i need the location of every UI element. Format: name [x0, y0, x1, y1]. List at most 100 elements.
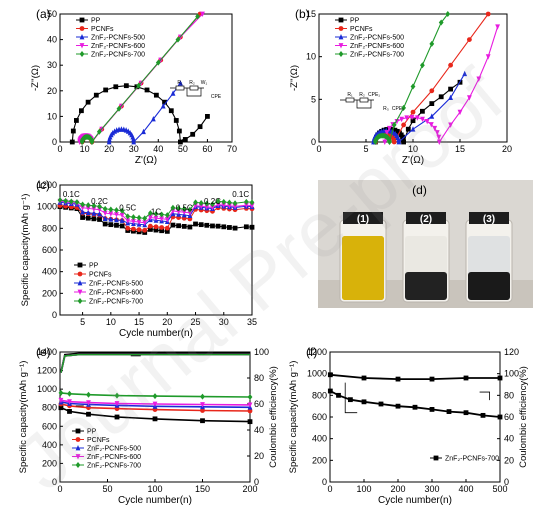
data-point-b	[429, 88, 435, 94]
data-point-b	[401, 139, 406, 145]
data-point-c	[153, 215, 159, 222]
data-point-c	[80, 215, 85, 220]
series-line-a	[81, 14, 201, 142]
data-point-e	[114, 392, 120, 399]
data-point-e	[67, 409, 72, 414]
data-point-a	[182, 137, 188, 142]
data-point-a	[78, 108, 84, 114]
data-point-c	[176, 209, 181, 215]
y-tick-label-a: 0	[52, 137, 57, 147]
data-point-c	[249, 224, 255, 230]
data-point-c	[119, 207, 125, 214]
panel-label-a: (a)	[36, 7, 51, 21]
y-tick-label-c: 200	[42, 288, 57, 298]
y2-tick-label-f: 0	[504, 477, 509, 487]
data-point-e	[200, 418, 205, 424]
data-point-c	[80, 205, 85, 211]
y-tick-label-c: 1000	[37, 202, 57, 212]
data-point-b	[391, 139, 397, 145]
circuit-label-b: R₃	[383, 106, 389, 112]
data-point-f	[348, 397, 353, 403]
data-point-c	[176, 223, 181, 229]
x-tick-label-e: 150	[195, 484, 210, 494]
vial-label-3: (3)	[483, 214, 495, 225]
vial-liquid-1	[342, 236, 384, 300]
data-point-b	[389, 127, 395, 132]
legend-entry-c: ZnF₂-PCNFs-500	[89, 281, 143, 288]
efficiency-point-f	[463, 375, 469, 381]
data-point-c	[153, 224, 159, 230]
rate-label-c: 0.2C	[204, 197, 221, 206]
x-tick-label-f: 0	[327, 484, 332, 494]
data-point-c	[68, 198, 74, 205]
y2-tick-label-e: 100	[254, 347, 269, 357]
data-point-a	[205, 114, 210, 119]
y2-tick-label-e: 20	[254, 451, 264, 461]
data-point-e	[247, 419, 253, 425]
y-tick-label-b: 15	[306, 9, 316, 19]
legend-entry-e: ZnF₂-PCNFs-500	[87, 446, 141, 453]
data-point-c	[136, 227, 142, 233]
vial-cap-2	[406, 212, 446, 224]
data-point-c	[108, 211, 114, 217]
data-point-c	[131, 219, 136, 225]
data-point-b	[428, 122, 434, 128]
legend-entry-b: ZnF₂-PCNFs-700	[350, 52, 404, 59]
y2-tick-label-f: 80	[504, 390, 514, 400]
data-point-c	[181, 206, 187, 213]
data-point-c	[125, 218, 131, 224]
data-point-c	[193, 221, 198, 227]
x-axis-label-c: Cycle number(n)	[119, 328, 193, 339]
y2-tick-label-e: 80	[254, 373, 264, 383]
y2-tick-label-f: 120	[504, 347, 519, 357]
y2-tick-label-f: 60	[504, 412, 514, 422]
circuit-label-b: CPE₂	[392, 106, 404, 112]
x-tick-label-e: 0	[57, 484, 62, 494]
y-tick-label-f: 1200	[307, 347, 327, 357]
x-tick-label-b: 10	[408, 144, 418, 154]
x-tick-label-a: 20	[104, 144, 114, 154]
legend-entry-c: ZnF₂-PCNFs-700	[89, 299, 143, 306]
data-point-c	[187, 224, 193, 230]
panel-label-d: (d)	[412, 183, 427, 197]
x-tick-label-a: 40	[153, 144, 163, 154]
panel-label-b: (b)	[295, 7, 310, 21]
y2-tick-label-f: 40	[504, 434, 514, 444]
circuit-resistor-a	[189, 85, 199, 91]
data-point-e	[114, 401, 120, 407]
data-point-a	[200, 11, 205, 17]
legend-marker-f	[433, 455, 439, 461]
data-point-a	[136, 82, 142, 89]
arrow-left-axis-f	[344, 382, 358, 414]
legend-marker-a	[79, 34, 85, 40]
legend-marker-a	[79, 26, 85, 31]
y-tick-label-b: 10	[306, 52, 316, 62]
data-point-a	[178, 139, 183, 145]
efficiency-point-f	[327, 372, 333, 378]
data-point-a	[175, 36, 181, 43]
y-tick-label-b: 5	[311, 94, 316, 104]
data-point-c	[249, 199, 255, 206]
circuit-label-a: CPE	[211, 94, 222, 100]
legend-marker-c	[77, 280, 83, 286]
data-point-c	[227, 203, 232, 209]
y-tick-label-c: 1200	[37, 180, 57, 190]
data-point-b	[410, 118, 416, 124]
data-point-b	[438, 94, 444, 100]
data-point-b	[400, 134, 405, 140]
data-point-c	[215, 198, 221, 205]
data-point-c	[164, 228, 170, 234]
data-point-b	[420, 116, 425, 123]
legend-entry-a: ZnF₂-PCNFs-700	[91, 52, 145, 59]
data-point-c	[159, 225, 165, 230]
x-tick-label-e: 100	[147, 484, 162, 494]
x-tick-label-f: 500	[492, 484, 507, 494]
data-point-c	[97, 203, 102, 210]
efficiency-point-f	[361, 375, 367, 381]
data-point-c	[114, 216, 119, 223]
efficiency-line-f	[330, 373, 500, 380]
series-line-c	[59, 200, 253, 224]
data-point-b	[391, 121, 397, 128]
data-point-b	[394, 119, 400, 125]
data-point-b	[387, 139, 392, 145]
